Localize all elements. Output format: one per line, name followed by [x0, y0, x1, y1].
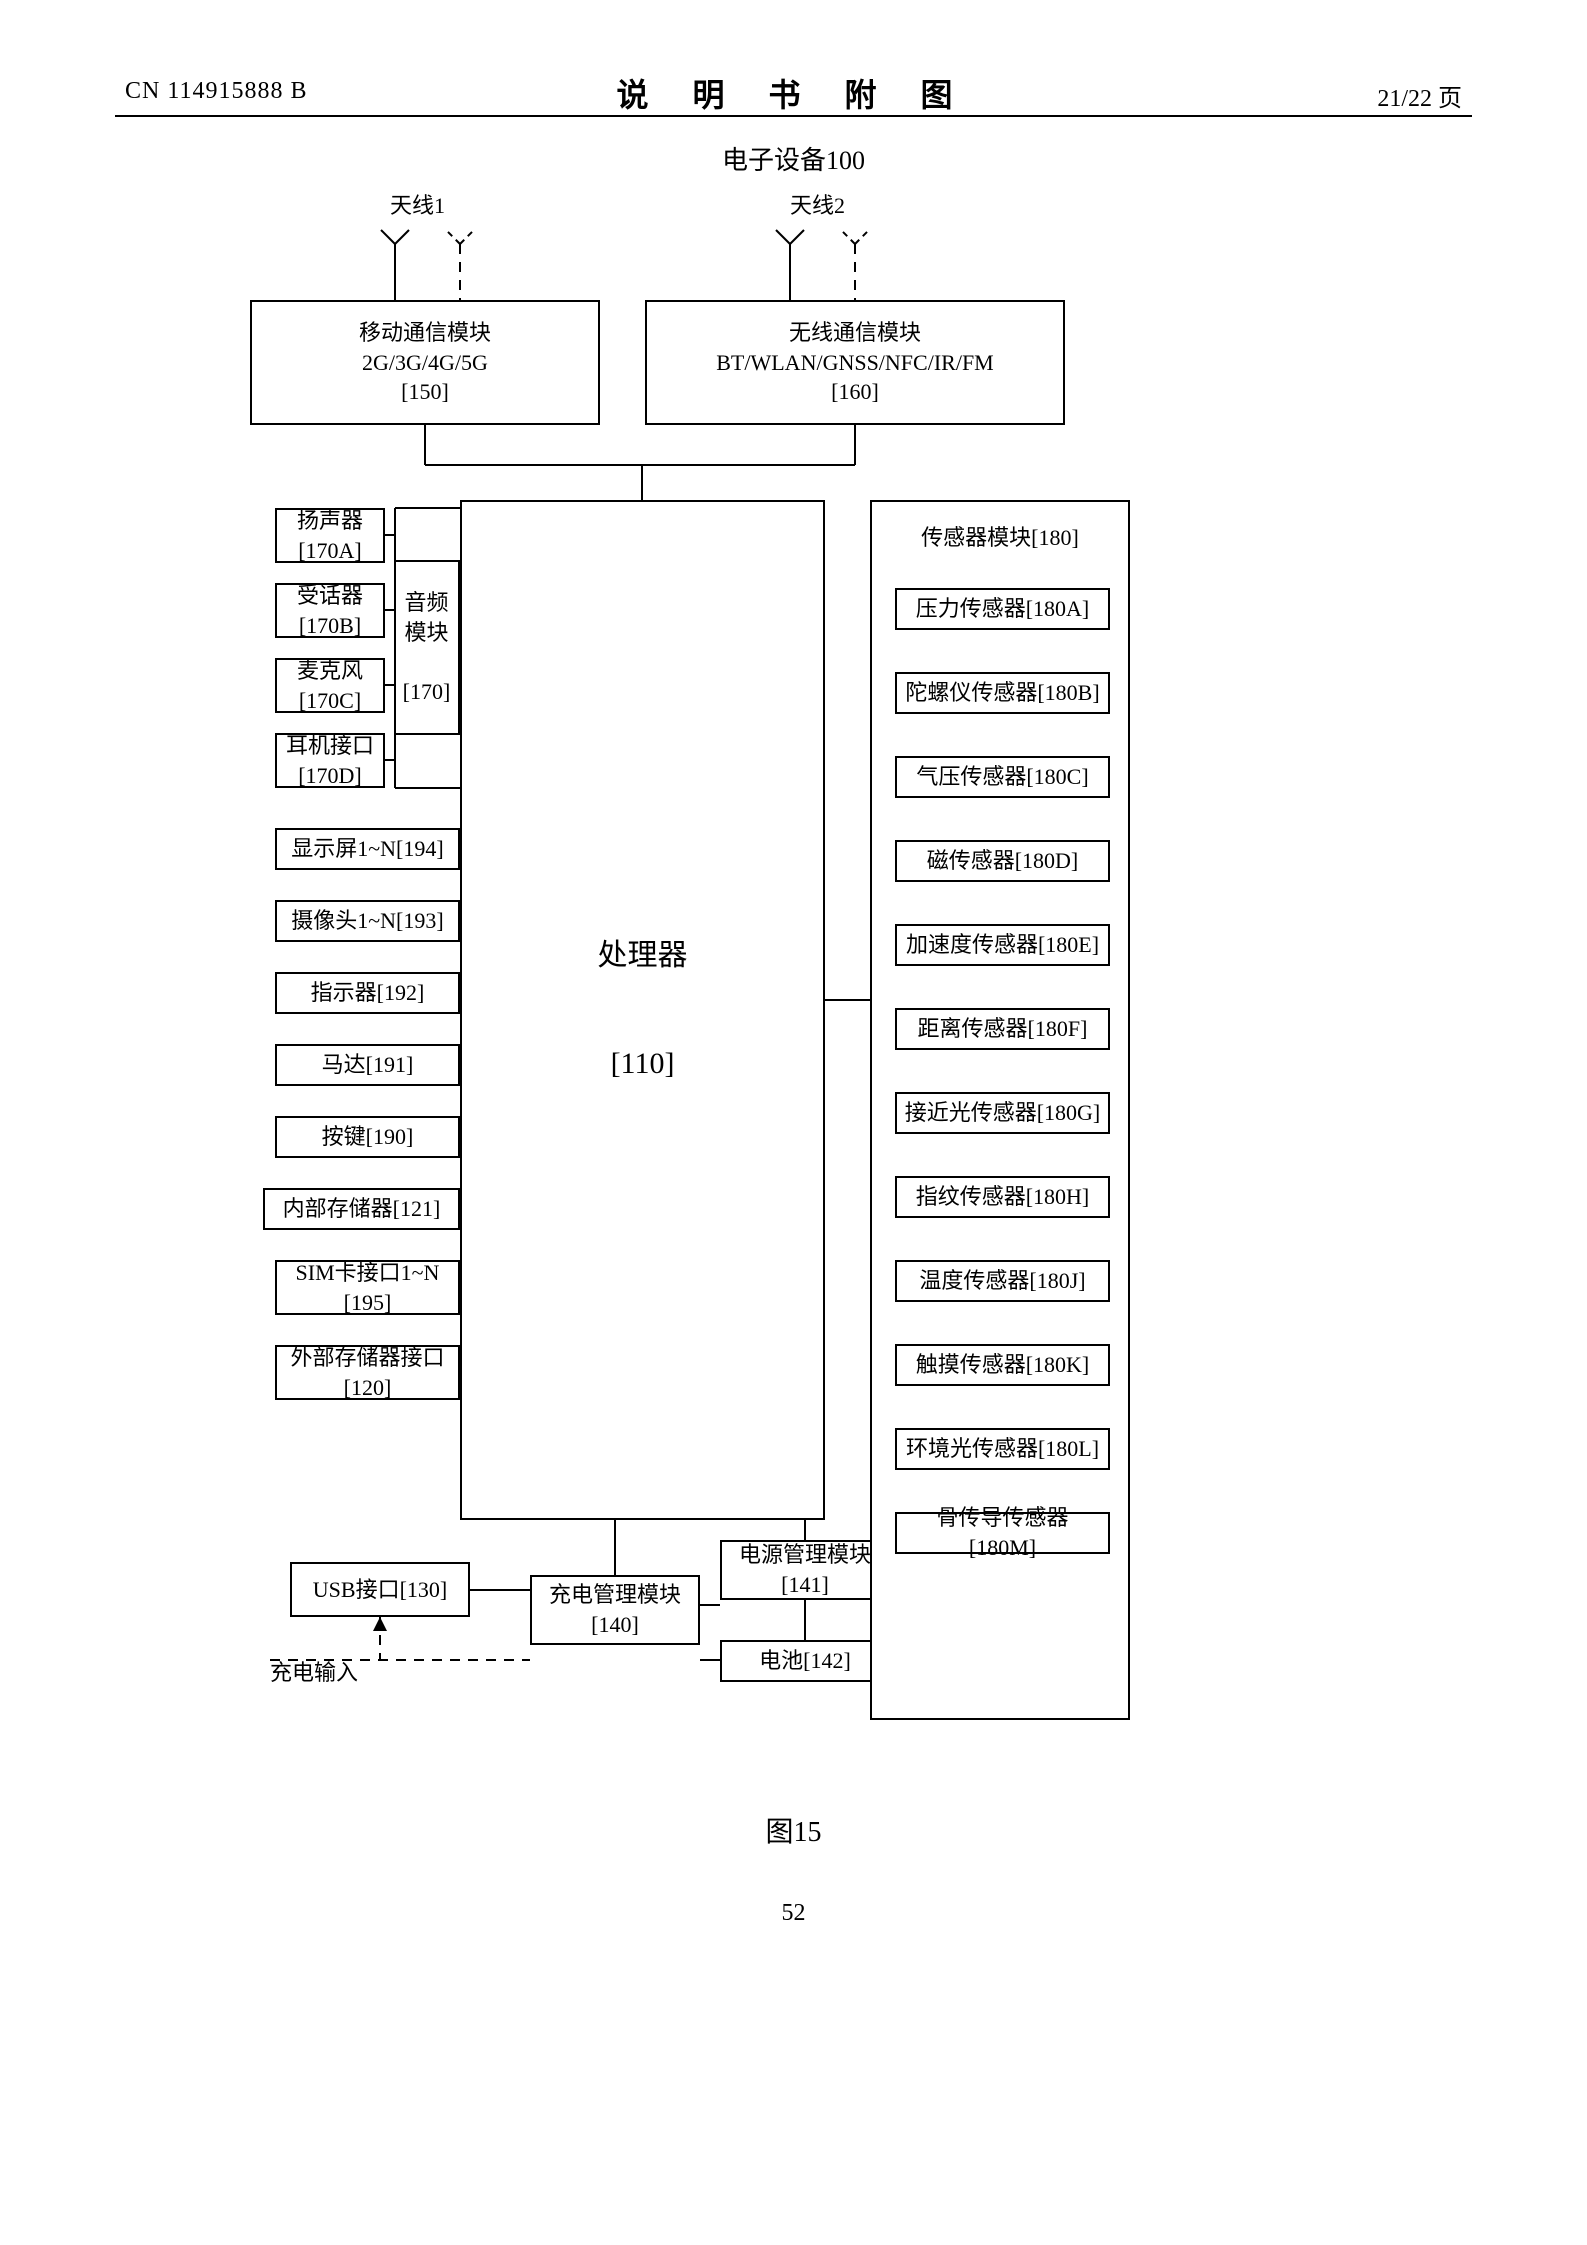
antenna-label-a1: 天线1	[390, 188, 445, 220]
box-line: 压力传感器[180A]	[916, 594, 1090, 624]
box-camera: 摄像头1~N[193]	[275, 900, 460, 942]
box-line: 充电管理模块	[549, 1580, 681, 1610]
box-line: [170]	[403, 677, 451, 707]
box-line: 距离传感器[180F]	[918, 1014, 1088, 1044]
charge-input-label: 充电输入	[270, 1655, 358, 1687]
device-title: 电子设备100	[0, 140, 1587, 177]
box-line: 电池[142]	[759, 1646, 851, 1676]
box-usb: USB接口[130]	[290, 1562, 470, 1617]
box-line: [120]	[344, 1373, 392, 1403]
box-line: 扬声器	[297, 506, 363, 536]
box-s_dist: 距离传感器[180F]	[895, 1008, 1110, 1050]
page-of: 21/22 页	[1377, 78, 1462, 113]
box-s_prox: 接近光传感器[180G]	[895, 1092, 1110, 1134]
box-mic: 麦克风[170C]	[275, 658, 385, 713]
box-line: [150]	[401, 377, 449, 407]
box-line: 麦克风	[297, 656, 363, 686]
box-s_press: 压力传感器[180A]	[895, 588, 1110, 630]
box-s_mag: 磁传感器[180D]	[895, 840, 1110, 882]
box-motor: 马达[191]	[275, 1044, 460, 1086]
box-powermgmt: 电源管理模块[141]	[720, 1540, 890, 1600]
box-line: USB接口[130]	[313, 1575, 447, 1605]
box-wireless_comm: 无线通信模块BT/WLAN/GNSS/NFC/IR/FM[160]	[645, 300, 1065, 425]
box-line: 电源管理模块	[739, 1540, 871, 1570]
box-intmem: 内部存储器[121]	[263, 1188, 460, 1230]
antenna-label-a2: 天线2	[790, 188, 845, 220]
box-line: 接近光传感器[180G]	[905, 1098, 1101, 1128]
box-line: 加速度传感器[180E]	[906, 930, 1099, 960]
box-s_ambient: 环境光传感器[180L]	[895, 1428, 1110, 1470]
box-line: 陀螺仪传感器[180B]	[905, 678, 1099, 708]
box-s_gyro: 陀螺仪传感器[180B]	[895, 672, 1110, 714]
box-s_bone: 骨传导传感器[180M]	[895, 1512, 1110, 1554]
box-line: 温度传感器[180J]	[919, 1266, 1085, 1296]
box-line: 马达[191]	[322, 1050, 414, 1080]
box-line: [110]	[611, 1037, 675, 1091]
header-rule	[115, 115, 1472, 117]
box-line: [170D]	[298, 761, 362, 791]
figure-label: 图15	[0, 1810, 1587, 1850]
box-line: 显示屏1~N[194]	[291, 834, 443, 864]
box-line: [140]	[591, 1610, 639, 1640]
box-s_finger: 指纹传感器[180H]	[895, 1176, 1110, 1218]
box-line: [160]	[831, 377, 879, 407]
box-line: 环境光传感器[180L]	[906, 1434, 1099, 1464]
box-line: SIM卡接口1~N	[296, 1258, 440, 1288]
box-speaker: 扬声器[170A]	[275, 508, 385, 563]
box-line: 磁传感器[180D]	[927, 846, 1079, 876]
box-line: 无线通信模块	[789, 318, 921, 348]
box-button: 按键[190]	[275, 1116, 460, 1158]
box-battery: 电池[142]	[720, 1640, 890, 1682]
box-line: 气压传感器[180C]	[916, 762, 1088, 792]
page: CN 114915888 B 说 明 书 附 图 21/22 页 电子设备100…	[0, 0, 1587, 2245]
box-line: 耳机接口	[286, 731, 374, 761]
box-line: 指纹传感器[180H]	[916, 1182, 1090, 1212]
box-line: [170A]	[298, 536, 362, 566]
box-line: [170C]	[299, 686, 361, 716]
box-line: 骨传导传感器[180M]	[903, 1503, 1102, 1562]
box-line: 传感器模块[180]	[921, 523, 1079, 553]
box-mobile_comm: 移动通信模块2G/3G/4G/5G[150]	[250, 300, 600, 425]
box-audio_mod: 音频模块 [170]	[395, 560, 460, 735]
box-s_touch: 触摸传感器[180K]	[895, 1344, 1110, 1386]
box-line	[424, 648, 430, 678]
box-s_temp: 温度传感器[180J]	[895, 1260, 1110, 1302]
box-processor: 处理器 [110]	[460, 500, 825, 1520]
box-line: 内部存储器[121]	[283, 1194, 441, 1224]
box-line: 移动通信模块	[359, 318, 491, 348]
box-receiver: 受话器[170B]	[275, 583, 385, 638]
box-line: 2G/3G/4G/5G	[362, 348, 488, 378]
box-line: 摄像头1~N[193]	[291, 906, 443, 936]
box-line	[639, 983, 647, 1037]
box-line: [170B]	[299, 611, 361, 641]
box-line: [141]	[781, 1570, 829, 1600]
box-display: 显示屏1~N[194]	[275, 828, 460, 870]
box-line: BT/WLAN/GNSS/NFC/IR/FM	[716, 348, 994, 378]
box-line: 指示器[192]	[311, 978, 425, 1008]
box-s_baro: 气压传感器[180C]	[895, 756, 1110, 798]
box-line: 音频	[404, 588, 448, 618]
box-line: 触摸传感器[180K]	[916, 1350, 1090, 1380]
box-sensor_hdr: 传感器模块[180]	[900, 520, 1100, 555]
box-s_accel: 加速度传感器[180E]	[895, 924, 1110, 966]
box-line: 外部存储器接口	[290, 1343, 444, 1373]
box-indicator: 指示器[192]	[275, 972, 460, 1014]
box-line: 按键[190]	[322, 1122, 414, 1152]
doc-title: 说 明 书 附 图	[0, 70, 1587, 116]
box-line: 处理器	[598, 929, 688, 983]
box-charge: 充电管理模块[140]	[530, 1575, 700, 1645]
box-line: [195]	[344, 1288, 392, 1318]
page-number: 52	[0, 1900, 1587, 1927]
box-earjack: 耳机接口[170D]	[275, 733, 385, 788]
box-line: 受话器	[297, 581, 363, 611]
box-extmem: 外部存储器接口[120]	[275, 1345, 460, 1400]
box-line: 模块	[404, 618, 448, 648]
box-sim: SIM卡接口1~N[195]	[275, 1260, 460, 1315]
